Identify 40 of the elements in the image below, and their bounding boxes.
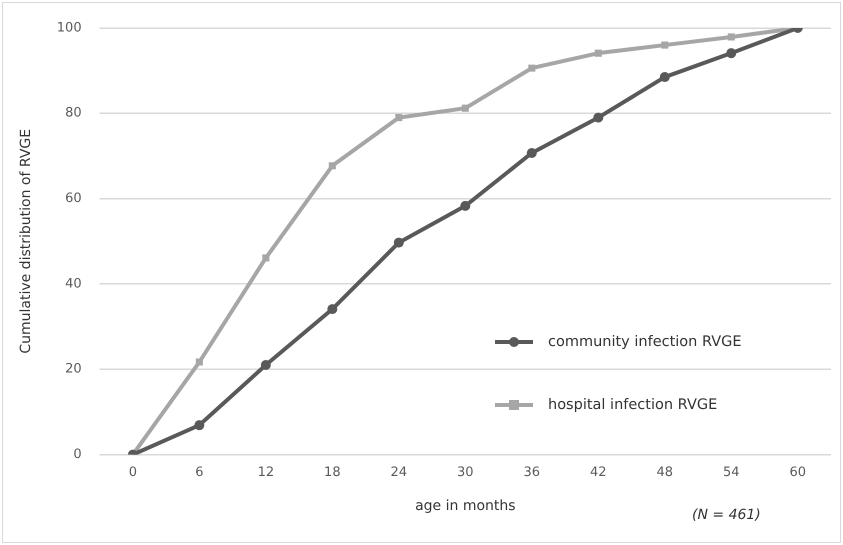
x-axis-title: age in months [415, 498, 516, 514]
text: (N = 461) [692, 507, 761, 523]
x-tick-label: 12 [258, 464, 274, 480]
x-tick-label: 48 [656, 464, 674, 480]
point [328, 162, 336, 170]
point [196, 358, 203, 366]
legend-label: community infection RVGE [548, 334, 742, 350]
point [660, 72, 670, 82]
x-tick-label: 18 [324, 464, 341, 480]
y-tick-label: 100 [56, 20, 82, 36]
y-tick-label: 20 [65, 362, 82, 377]
x-tick-label: 6 [195, 464, 204, 480]
y-tick-label: 60 [65, 191, 82, 206]
point [528, 64, 536, 72]
y-tick-label: 40 [65, 276, 82, 292]
x-tick-label: 42 [590, 464, 607, 480]
point [728, 33, 735, 40]
x-tick-label: 0 [128, 464, 137, 480]
x-tick-label: 30 [457, 464, 474, 480]
point [327, 304, 338, 314]
y-tick-label: 0 [73, 446, 82, 462]
point [395, 114, 402, 122]
x-tick-label: 60 [789, 464, 806, 480]
x-tick-label: 54 [722, 464, 740, 480]
point [593, 112, 604, 123]
point [462, 104, 469, 112]
point [394, 238, 404, 248]
point [526, 148, 537, 158]
legend-label: hospital infection RVGE [548, 397, 718, 413]
point [194, 420, 204, 430]
point [262, 254, 270, 262]
point [460, 200, 470, 211]
point [260, 360, 271, 370]
y-tick-label: 80 [65, 106, 82, 121]
point [726, 48, 736, 58]
x-tick-label: 36 [524, 464, 540, 480]
point [594, 50, 602, 57]
y-axis-title: Cumulative distribution of RVGE [18, 128, 34, 354]
x-tick-label: 24 [390, 464, 408, 480]
point [661, 42, 668, 49]
